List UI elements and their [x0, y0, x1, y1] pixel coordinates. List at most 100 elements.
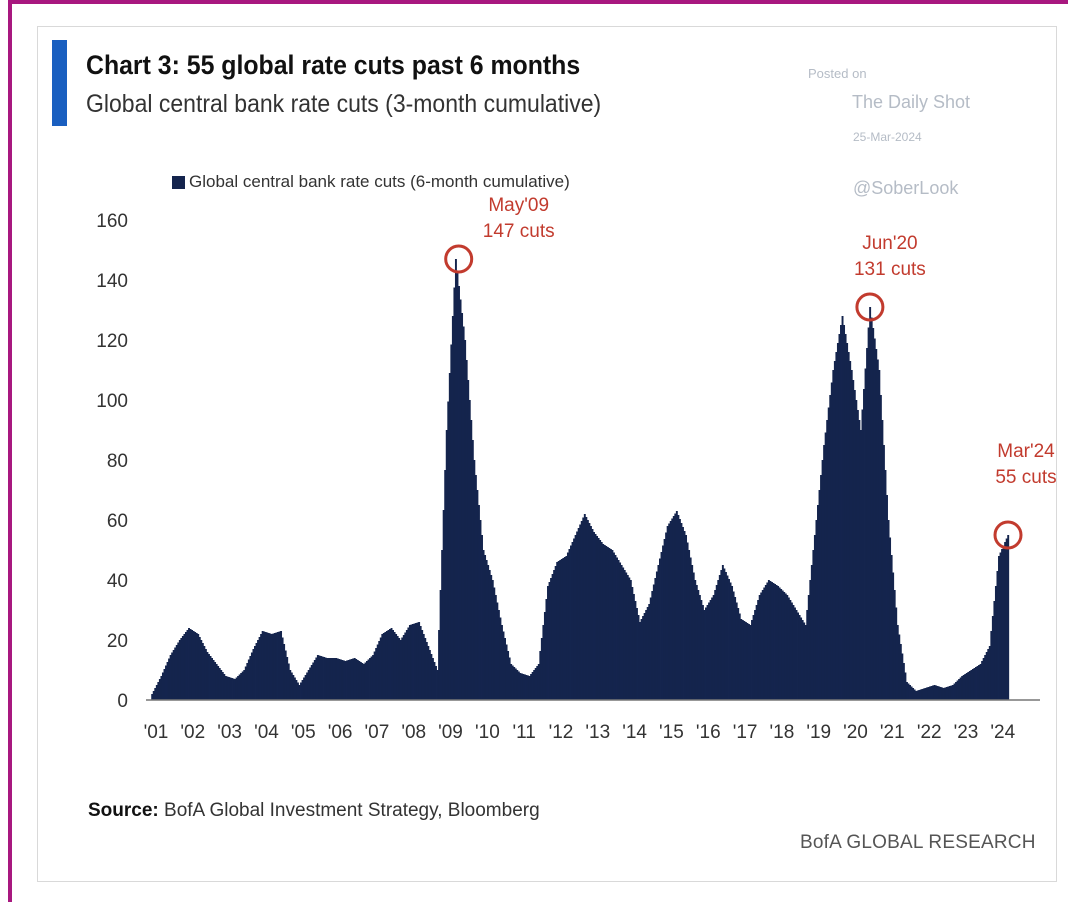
x-tick-label: '10: [475, 722, 500, 743]
x-tick-label: '01: [144, 722, 169, 743]
bar: [609, 549, 612, 700]
bar: [884, 470, 887, 700]
bar: [701, 605, 704, 700]
bar: [270, 634, 273, 700]
bar: [924, 688, 927, 700]
bar: [547, 586, 549, 700]
bar: [580, 521, 583, 700]
bar: [858, 420, 861, 700]
bar: [878, 370, 881, 700]
bar: [898, 634, 901, 700]
bar: [416, 622, 419, 700]
bar: [393, 632, 396, 700]
bar: [958, 679, 961, 700]
bar: [501, 625, 503, 700]
bar: [481, 535, 483, 700]
bar: [677, 515, 680, 700]
bar: [272, 633, 275, 700]
bar: [399, 640, 402, 700]
bar: [812, 550, 815, 700]
bar: [221, 672, 224, 700]
bar: [769, 581, 772, 700]
bar: [657, 565, 660, 700]
bar: [342, 660, 345, 700]
bar: [881, 420, 884, 700]
bar: [594, 534, 597, 700]
bar: [797, 612, 799, 700]
bar: [941, 687, 944, 700]
bar: [507, 651, 510, 700]
bar: [804, 625, 807, 700]
bar: [744, 622, 747, 700]
bar: [764, 585, 767, 700]
bar: [300, 682, 302, 700]
bar: [240, 673, 243, 700]
legend-swatch: [172, 175, 185, 189]
x-tick-label: '11: [513, 722, 536, 743]
bar: [525, 675, 528, 700]
bar: [563, 557, 566, 700]
bar: [364, 662, 367, 700]
bar: [435, 666, 437, 700]
bar: [479, 520, 482, 700]
bar: [534, 668, 537, 700]
bar: [273, 633, 276, 700]
x-tick-label: '21: [880, 722, 905, 743]
bar: [746, 623, 749, 700]
bar: [224, 676, 227, 700]
bar: [194, 632, 197, 700]
bar: [853, 390, 856, 700]
bar: [232, 678, 235, 700]
bar: [332, 658, 335, 700]
bar: [183, 634, 186, 700]
bar: [254, 646, 256, 700]
bar: [754, 610, 757, 700]
bar: [301, 680, 304, 700]
annotation-label: 147 cuts: [483, 221, 555, 242]
bar: [520, 673, 523, 700]
bar: [938, 686, 941, 700]
bar: [861, 409, 864, 700]
bar: [188, 628, 190, 700]
bar: [281, 637, 284, 700]
x-tick-label: '04: [254, 722, 279, 743]
bar: [794, 607, 796, 700]
bar: [991, 616, 994, 700]
bar: [155, 685, 158, 700]
bar: [789, 600, 792, 700]
bar: [872, 328, 875, 700]
bar: [961, 676, 964, 700]
bar: [448, 373, 451, 700]
y-tick-label: 120: [96, 331, 128, 352]
bar: [361, 663, 364, 700]
bar: [830, 382, 833, 700]
bar: [666, 526, 669, 700]
bar: [932, 685, 934, 700]
bar: [757, 600, 760, 700]
bar: [444, 470, 447, 700]
bar: [237, 676, 240, 700]
bar: [760, 592, 763, 700]
bar: [295, 680, 298, 700]
bar: [398, 638, 401, 700]
bar: [390, 628, 393, 700]
bar: [970, 670, 973, 700]
bar: [306, 672, 309, 700]
bar: [965, 673, 968, 700]
bar: [755, 605, 758, 700]
bar: [625, 572, 628, 700]
annotation-circle: [855, 292, 885, 322]
bar: [840, 325, 842, 700]
bar: [583, 514, 586, 700]
bar: [752, 615, 755, 700]
bar: [289, 670, 292, 700]
bar: [180, 638, 183, 700]
bar: [533, 670, 536, 700]
bar: [685, 535, 688, 700]
bar: [488, 570, 491, 700]
bar: [603, 545, 606, 700]
bar: [493, 587, 496, 700]
bar: [921, 689, 924, 700]
bar: [436, 670, 439, 700]
bar: [850, 370, 853, 700]
